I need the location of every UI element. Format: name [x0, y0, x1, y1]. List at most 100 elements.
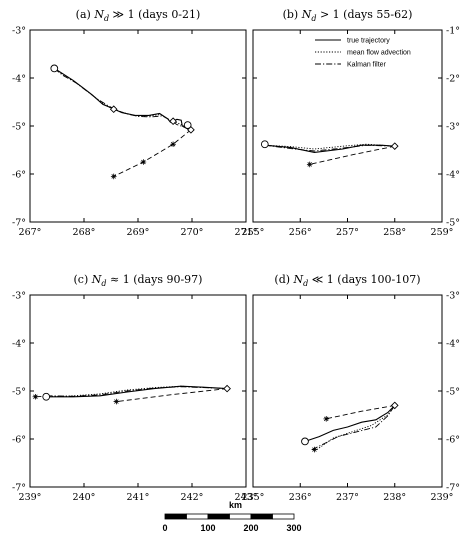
diamond-marker — [109, 105, 118, 114]
y-tick-label: -5° — [446, 218, 460, 229]
x-tick-label: 235° — [242, 492, 265, 503]
diamond-marker — [390, 142, 399, 150]
series-line-dotted — [264, 143, 395, 150]
series-line-solid — [264, 144, 395, 153]
y-tick-label: -4° — [12, 339, 26, 350]
y-tick-label: -3° — [446, 291, 460, 302]
star-marker — [110, 173, 117, 180]
y-tick-label: -1° — [446, 26, 460, 37]
y-tick-label: -5° — [12, 122, 26, 133]
scale-tick-label: 200 — [243, 523, 258, 533]
x-tick-label: 240° — [73, 492, 96, 503]
scale-segment — [272, 513, 295, 520]
start-marker — [50, 64, 59, 73]
scale-segment — [164, 513, 187, 520]
star-marker — [170, 141, 176, 148]
panel-a: (a) Nd ≫ 1 (days 0-21) 267° 268° 269° 270° 27… — [12, 8, 257, 238]
y-tick-label: -3° — [12, 26, 26, 37]
x-tick-label: 237° — [336, 492, 359, 503]
diamond-marker — [390, 401, 399, 410]
x-tick-label: 243° — [235, 492, 258, 503]
series-line-dashdot — [35, 386, 228, 398]
y-tick-label: -3° — [12, 291, 26, 302]
scale-tick-label: 100 — [200, 523, 215, 533]
x-tick-label: 269° — [127, 227, 150, 238]
panel-title: (d) Nd ≪ 1 (days 100-107) — [274, 273, 420, 288]
series-line-dashdot — [311, 405, 396, 451]
panel-title: (a) Nd ≫ 1 (days 0-21) — [76, 8, 201, 23]
x-tick-label: 239° — [19, 492, 42, 503]
series-line-solid — [46, 385, 228, 398]
plot-frame — [252, 294, 443, 488]
y-tick-label: -2° — [446, 74, 460, 85]
y-tick-label: -6° — [446, 435, 460, 446]
start-marker — [301, 437, 309, 446]
y-tick-label: -7° — [446, 483, 460, 494]
y-tick-label: -7° — [12, 483, 26, 494]
x-tick-label: 271° — [235, 227, 258, 238]
y-tick-label: -4° — [12, 74, 26, 85]
x-tick-label: 257° — [336, 227, 359, 238]
star-marker — [32, 393, 39, 400]
legend-label: true trajectory — [347, 38, 390, 45]
diamond-marker — [169, 117, 177, 126]
star-marker — [140, 159, 147, 165]
y-tick-label: -5° — [12, 387, 26, 398]
legend: true trajectory mean flow advection Kalman… — [315, 38, 411, 69]
star-marker — [311, 446, 318, 453]
x-tick-label: 238° — [383, 492, 406, 503]
scale-segment — [250, 513, 273, 520]
series-line-dashed — [309, 145, 395, 165]
series-line-dashdot — [264, 144, 395, 152]
series-line-dotted — [316, 405, 396, 450]
x-tick-label: 270° — [181, 227, 204, 238]
panel-d: (d) Nd ≪ 1 (days 100-107) 235° 236° 237° 238… — [242, 273, 460, 503]
scale-tick-label: 300 — [286, 523, 301, 533]
series-line-dashed — [113, 129, 192, 177]
start-marker — [260, 140, 269, 149]
panel-title: (b) Nd > 1 (days 55-62) — [283, 8, 413, 23]
diamond-marker — [187, 126, 195, 134]
x-tick-label: 268° — [73, 227, 96, 238]
series-line-dashed — [326, 404, 395, 420]
plot-frame — [29, 29, 247, 223]
x-tick-label: 255° — [242, 227, 265, 238]
y-tick-label: -4° — [446, 170, 460, 181]
x-tick-label: 242° — [181, 492, 204, 503]
star-marker — [306, 161, 313, 168]
plot-frame — [252, 29, 443, 223]
x-tick-label: 241° — [127, 492, 150, 503]
x-tick-label: 256° — [289, 227, 312, 238]
y-tick-label: -7° — [12, 218, 26, 229]
y-tick-label: -6° — [12, 170, 26, 181]
series-line-dotted — [46, 385, 228, 398]
panel-title: (c) Nd ≈ 1 (days 90-97) — [74, 273, 203, 288]
scale-tick-label: 0 — [162, 523, 167, 533]
x-tick-label: 267° — [19, 227, 42, 238]
series-line-solid — [304, 405, 396, 442]
start-marker — [42, 392, 51, 401]
scale-segment — [229, 513, 252, 520]
x-tick-label: 236° — [289, 492, 312, 503]
scale-unit-label: km — [229, 500, 242, 510]
x-tick-label: 259° — [431, 227, 454, 238]
x-tick-label: 258° — [383, 227, 406, 238]
diamond-marker — [223, 384, 231, 393]
legend-label: Kalman filter — [347, 62, 387, 69]
y-tick-label: -4° — [446, 339, 460, 350]
series-line-dashed — [116, 388, 228, 403]
scale-bar: km 0 100 200 300 — [162, 500, 301, 533]
start-marker — [183, 121, 192, 129]
y-tick-label: -5° — [446, 387, 460, 398]
y-tick-label: -6° — [12, 435, 26, 446]
x-tick-label: 239° — [431, 492, 454, 503]
star-marker — [113, 398, 120, 405]
scale-segment — [186, 513, 209, 520]
y-tick-label: -3° — [446, 122, 460, 133]
scale-segment — [207, 513, 230, 520]
panel-b: (b) Nd > 1 (days 55-62) 255° 256° 257° 258° 2… — [242, 8, 460, 238]
star-marker — [323, 416, 330, 422]
legend-label: mean flow advection — [347, 50, 411, 57]
panel-c: (c) Nd ≈ 1 (days 90-97) 239° 240° 241° 242° 2… — [12, 273, 257, 503]
